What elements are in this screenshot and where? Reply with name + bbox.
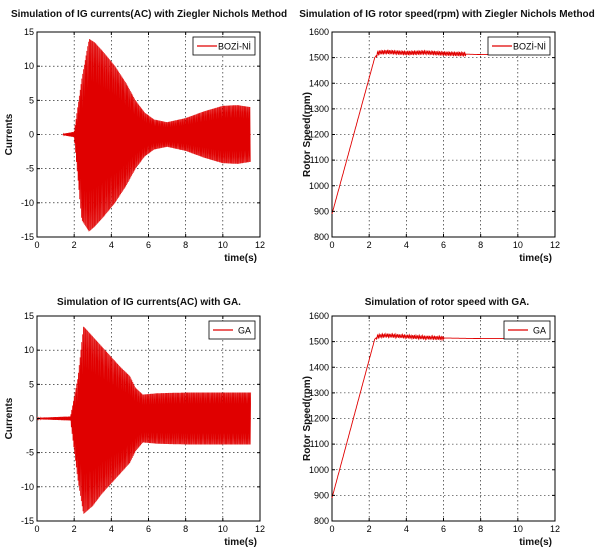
y-tick-label: 1600 (309, 27, 329, 37)
chart-title: Simulation of IG rotor speed(rpm) with Z… (299, 9, 595, 20)
x-tick-label: 0 (34, 240, 39, 250)
y-tick-label: 0 (29, 414, 34, 424)
chart-panel-3: Simulation of IG currents(AC) with GA. 0… (0, 276, 298, 552)
x-tick-label: 6 (146, 524, 151, 534)
x-tick-label: 12 (550, 524, 560, 534)
legend-box (192, 36, 256, 56)
current-waveform (62, 38, 251, 232)
chart-title: Simulation of IG currents(AC) with Ziegl… (10, 9, 288, 20)
y-tick-label: 800 (314, 516, 329, 526)
y-tick-label: 10 (24, 61, 34, 71)
x-tick-label: 10 (513, 240, 523, 250)
chart-canvas: 0 2 4 6 8 10 12 800 900 1000 1100 1200 1300 1400 1500 1… (302, 27, 560, 264)
x-tick-label: 6 (146, 240, 151, 250)
y-tick-label: 15 (24, 311, 34, 321)
y-tick-label: 1500 (309, 337, 329, 347)
chart-title: Simulation of IG currents(AC) with GA. (57, 297, 241, 308)
x-tick-label: 2 (72, 240, 77, 250)
y-tick-label: 15 (24, 27, 34, 37)
y-axis-label: Rotor Speed(rpm) (302, 92, 313, 177)
data-layer (62, 38, 251, 232)
y-tick-label: 10 (24, 345, 34, 355)
x-tick-label: 12 (255, 524, 265, 534)
data-layer (36, 326, 252, 514)
chart-panel-1: Simulation of IG currents(AC) with Ziegl… (0, 0, 298, 276)
x-tick-label: 4 (404, 524, 409, 534)
x-axis-label: time(s) (519, 537, 552, 548)
y-tick-label: 800 (314, 232, 329, 242)
x-axis-label: time(s) (519, 253, 552, 264)
chart-title: Simulation of rotor speed with GA. (364, 297, 530, 308)
x-tick-label: 6 (441, 524, 446, 534)
y-tick-label: 1600 (309, 311, 329, 321)
y-tick-label: 5 (29, 95, 34, 105)
chart-canvas: 0 2 4 6 8 10 12 800 900 1000 1100 1200 1300 1400 1500 1… (302, 311, 560, 548)
x-tick-label: 8 (478, 240, 483, 250)
x-tick-label: 12 (550, 240, 560, 250)
y-tick-label: 1100 (310, 155, 329, 165)
y-tick-label: 1500 (309, 53, 329, 63)
y-tick-label: 1200 (309, 414, 329, 424)
legend-label: GA (533, 326, 546, 336)
x-axis-label: time(s) (224, 253, 257, 264)
y-tick-label: -10 (21, 482, 34, 492)
y-axis-label: Currents (4, 397, 15, 439)
x-tick-label: 0 (34, 524, 39, 534)
chart-panel-4: Simulation of rotor speed with GA. 0 2 4 6 8… (298, 276, 596, 552)
legend: GA (503, 320, 551, 340)
y-tick-label: 5 (29, 379, 34, 389)
legend-label: GA (238, 326, 251, 336)
x-tick-label: 4 (404, 240, 409, 250)
y-tick-label: 1300 (309, 104, 329, 114)
x-tick-label: 4 (109, 524, 114, 534)
y-tick-label: 1000 (309, 465, 329, 475)
y-tick-label: 1000 (309, 181, 329, 191)
x-tick-label: 2 (72, 524, 77, 534)
x-tick-label: 2 (367, 524, 372, 534)
legend-box (487, 36, 551, 56)
y-tick-label: -5 (26, 164, 34, 174)
legend: GA (208, 320, 256, 340)
y-tick-label: 1400 (309, 78, 329, 88)
y-tick-label: -15 (21, 516, 34, 526)
x-tick-label: 10 (218, 240, 228, 250)
chart-panel-2: Simulation of IG rotor speed(rpm) with Z… (298, 0, 596, 276)
y-tick-label: 900 (314, 490, 329, 500)
legend: BOZİ-Nİ (192, 36, 256, 56)
x-tick-label: 0 (329, 240, 334, 250)
x-tick-label: 6 (441, 240, 446, 250)
x-tick-label: 0 (329, 524, 334, 534)
y-tick-label: 1100 (310, 439, 329, 449)
legend: BOZİ-Nİ (487, 36, 551, 56)
y-tick-label: 0 (29, 130, 34, 140)
y-tick-label: -10 (21, 198, 34, 208)
y-tick-label: 900 (314, 206, 329, 216)
y-tick-label: 1400 (309, 362, 329, 372)
x-tick-label: 12 (255, 240, 265, 250)
y-tick-label: 1200 (309, 130, 329, 140)
chart-canvas: 0 2 4 6 8 10 12 -15 -10 -5 0 5 10 15 time(s) Currents GA (4, 311, 265, 548)
y-axis-label: Currents (4, 113, 15, 155)
y-tick-label: -15 (21, 232, 34, 242)
x-tick-label: 8 (183, 240, 188, 250)
x-tick-label: 8 (478, 524, 483, 534)
x-axis-label: time(s) (224, 537, 257, 548)
x-tick-label: 2 (367, 240, 372, 250)
legend-label: BOZİ-Nİ (218, 42, 251, 52)
x-tick-label: 10 (218, 524, 228, 534)
chart-canvas: 0 2 4 6 8 10 12 -15 -10 -5 0 5 10 15 time(s) Currents BO… (4, 27, 265, 264)
legend-label: BOZİ-Nİ (513, 42, 546, 52)
x-tick-label: 8 (183, 524, 188, 534)
y-axis-label: Rotor Speed(rpm) (302, 376, 313, 461)
y-tick-label: 1300 (309, 388, 329, 398)
x-tick-label: 4 (109, 240, 114, 250)
y-tick-label: -5 (26, 448, 34, 458)
x-tick-label: 10 (513, 524, 523, 534)
